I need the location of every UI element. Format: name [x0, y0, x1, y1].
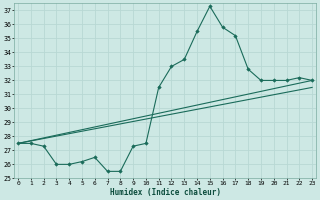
- X-axis label: Humidex (Indice chaleur): Humidex (Indice chaleur): [109, 188, 220, 197]
